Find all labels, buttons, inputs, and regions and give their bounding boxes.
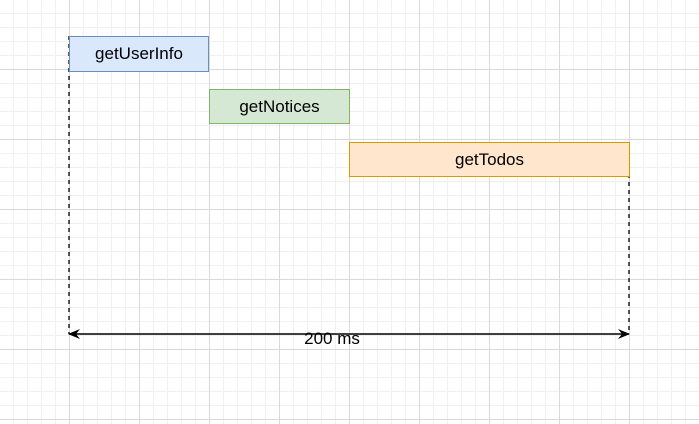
get-user-info-box: getUserInfo — [69, 36, 209, 72]
get-notices-box: getNotices — [209, 89, 350, 124]
duration-label: 200 ms — [304, 329, 360, 348]
get-user-info-label: getUserInfo — [95, 44, 183, 63]
get-todos-label: getTodos — [455, 149, 524, 169]
get-notices-label: getNotices — [239, 96, 320, 116]
get-todos-box: getTodos — [349, 142, 630, 177]
